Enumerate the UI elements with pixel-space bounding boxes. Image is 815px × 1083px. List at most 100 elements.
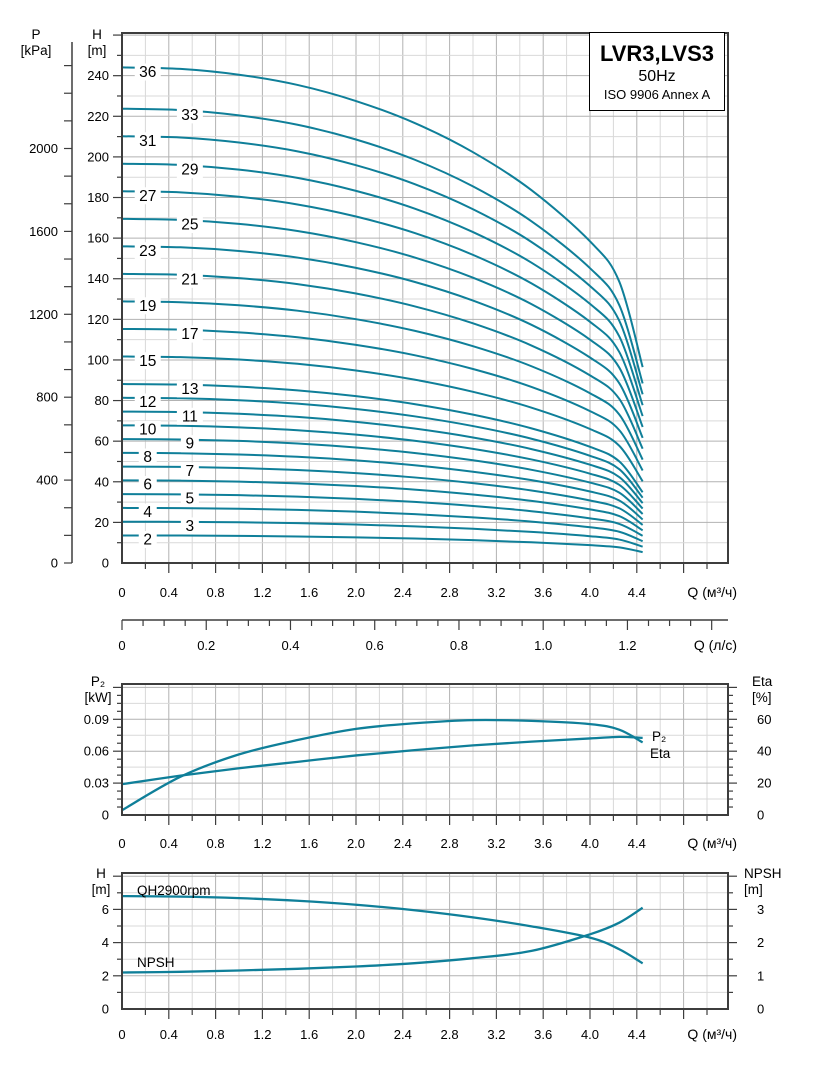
x-tick-label: 1.6 xyxy=(300,1027,318,1042)
h2-tick-label: 0 xyxy=(102,1002,109,1017)
p-axis: 0 400 800 1200 1600 2000 xyxy=(29,42,73,571)
x-tick-label: 4.4 xyxy=(628,1027,646,1042)
npsh-x-axis: 0 0.4 0.8 1.2 1.6 2.0 2.4 2.8 3.2 3.6 4.0 4.4 Q (м³/… xyxy=(118,1010,737,1042)
x-tick-label: 2.0 xyxy=(347,1027,365,1042)
x-tick-label: 0 xyxy=(118,836,125,851)
x-tick-label: 3.6 xyxy=(534,836,552,851)
p-tick-label: 400 xyxy=(36,473,58,488)
x-tick-label: 4.0 xyxy=(581,1027,599,1042)
h2-axis-unit: [m] xyxy=(91,882,111,897)
h-tick-label: 60 xyxy=(95,434,109,449)
x-tick-label: 2.8 xyxy=(441,836,459,851)
stage-curve-labels: 36 33 31 29 27 25 23 21 19 17 15 13 12 11 10 9 8 7 6 5 4 3 2 xyxy=(134,63,203,549)
eta-tick-label: 60 xyxy=(757,712,771,727)
npsh-axis-unit: [m] xyxy=(744,882,763,897)
x-tick-label: 2.8 xyxy=(441,585,459,600)
stage-label-chip xyxy=(134,187,161,205)
h-tick-label: 220 xyxy=(87,109,109,124)
p-axis-unit: [kPa] xyxy=(20,43,52,58)
h-axis-header: H [m] xyxy=(75,27,119,59)
stage-label-chip xyxy=(176,325,203,343)
stage-curve-4 xyxy=(121,506,644,543)
stage-label-chip xyxy=(134,132,161,150)
x-tick-label: 0.8 xyxy=(207,585,225,600)
stage-label-31: 31 xyxy=(139,133,156,150)
h2-tick-label: 2 xyxy=(102,968,109,983)
stage-label-11: 11 xyxy=(182,408,198,425)
x-tick-label: 3.6 xyxy=(534,585,552,600)
x-tick-label: 2.4 xyxy=(394,836,412,851)
stage-curve-17 xyxy=(121,327,644,471)
h-tick-label: 20 xyxy=(95,515,109,530)
q-m3h-axis: 0 0.4 0.8 1.2 1.6 2.0 2.4 2.8 3.2 3.6 4.0 4.4 Q (м³/… xyxy=(118,564,737,600)
p2-tick-label: 0.06 xyxy=(84,744,109,759)
x-tick-label: 1.6 xyxy=(300,585,318,600)
stage-curve-9 xyxy=(121,438,644,515)
x-tick-label: 0 xyxy=(118,585,125,600)
h-tick-label: 80 xyxy=(95,393,109,408)
stage-label-chip xyxy=(138,448,157,466)
stage-curve-27 xyxy=(121,190,644,417)
stage-label-chip xyxy=(176,215,203,233)
eta-tick-label: 0 xyxy=(757,808,764,823)
stage-label-chip xyxy=(180,517,199,535)
stage-label-chip xyxy=(180,435,199,453)
stage-label-27: 27 xyxy=(139,188,156,205)
npsh-axis-label: NPSH xyxy=(744,866,782,881)
x-axis-title: Q (м³/ч) xyxy=(687,835,737,851)
p2-axis: 0 0.03 0.06 0.09 xyxy=(84,686,121,823)
stage-curve-33 xyxy=(121,107,644,384)
stage-label-chip xyxy=(134,421,161,439)
h-tick-label: 120 xyxy=(87,312,109,327)
power-plot-border xyxy=(121,683,729,816)
npsh-curve xyxy=(121,906,644,974)
stage-label-chip xyxy=(176,270,203,288)
npsh-chart: QH2900rpm NPSH 0 2 4 6 0 1 2 3 0 0.4 0.8 1.2 1.6 2.0 2.4… xyxy=(102,872,764,1042)
stage-label-15: 15 xyxy=(139,353,156,370)
stage-curve-23 xyxy=(121,245,644,439)
h2-axis-label: H xyxy=(96,866,106,881)
stage-curves xyxy=(121,66,644,554)
stage-label-5: 5 xyxy=(186,490,195,507)
stage-label-19: 19 xyxy=(139,298,156,315)
title-box: LVR3,LVS3 50Hz ISO 9906 Annex A xyxy=(589,32,725,111)
p2-curve-label: P₂ xyxy=(652,729,666,744)
stage-label-6: 6 xyxy=(143,477,152,494)
x-tick-label: 2.4 xyxy=(394,1027,412,1042)
h-tick-label: 40 xyxy=(95,474,109,489)
stage-curve-29 xyxy=(121,162,644,406)
q-ls-tick-label: 0.2 xyxy=(197,638,215,653)
stage-label-chip xyxy=(176,380,203,398)
stage-curve-31 xyxy=(121,135,644,395)
x-tick-label: 3.6 xyxy=(534,1027,552,1042)
stage-curve-25 xyxy=(121,217,644,428)
eta-tick-label: 20 xyxy=(757,776,771,791)
stage-curve-13 xyxy=(121,383,644,493)
stage-label-chip xyxy=(134,393,161,411)
stage-curve-6 xyxy=(121,479,644,532)
q-ls-tick-label: 0.4 xyxy=(281,638,299,653)
stage-curve-7 xyxy=(121,465,644,526)
stage-label-9: 9 xyxy=(186,436,195,453)
q-ls-tick-label: 0.8 xyxy=(450,638,468,653)
npsh-axis: 0 1 2 3 xyxy=(729,875,764,1017)
stage-label-36: 36 xyxy=(139,64,156,81)
h-tick-label: 180 xyxy=(87,190,109,205)
x-axis-title: Q (м³/ч) xyxy=(687,1026,737,1042)
npsh-tick-label: 0 xyxy=(757,1002,764,1017)
qh2900-curve xyxy=(121,894,644,965)
standard-label: ISO 9906 Annex A xyxy=(603,86,711,102)
stage-label-chip xyxy=(138,476,157,494)
stage-label-chip xyxy=(176,106,203,124)
h-tick-label: 100 xyxy=(87,352,109,367)
h-axis: 0 20 40 60 80 100 120 140 160 180 200 220 240 xyxy=(87,34,121,571)
stage-label-10: 10 xyxy=(139,422,157,439)
x-tick-label: 0.8 xyxy=(207,1027,225,1042)
eta-axis-label: Eta xyxy=(752,674,773,689)
x-tick-label: 2.0 xyxy=(347,585,365,600)
stage-label-chip xyxy=(180,489,199,507)
pump-model-title: LVR3,LVS3 xyxy=(599,40,715,66)
stage-curve-2 xyxy=(121,534,643,554)
